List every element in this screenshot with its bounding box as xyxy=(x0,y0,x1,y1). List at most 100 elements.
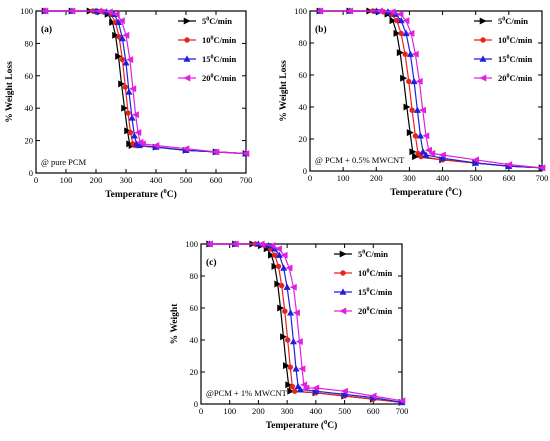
legend-entry: 100C/min xyxy=(178,35,236,45)
chart-panel-1: 0 100 200 300 400 500 600 700 0 20 40 60 80 100 (a) @ p… xyxy=(5,6,252,200)
plot-frame xyxy=(309,10,543,172)
series-marker xyxy=(274,280,282,288)
series-marker xyxy=(505,161,513,169)
series-marker xyxy=(129,85,137,93)
x-tick-label: 500 xyxy=(338,406,351,416)
series-marker xyxy=(419,148,427,155)
series-marker xyxy=(479,17,487,25)
series-marker xyxy=(285,337,291,343)
series-marker xyxy=(285,264,293,272)
series-marker xyxy=(287,387,295,395)
series-marker xyxy=(339,250,347,258)
plot-frame xyxy=(35,10,247,174)
legend-entry: 150C/min xyxy=(474,54,532,64)
series-20 xyxy=(205,240,406,405)
series-marker xyxy=(275,251,283,258)
series-marker xyxy=(292,365,300,372)
x-tick-label: 0 xyxy=(34,175,38,185)
series-marker xyxy=(268,251,276,259)
series-20 xyxy=(41,7,250,158)
series-marker xyxy=(268,242,276,250)
legend-label: 150C/min xyxy=(358,287,392,297)
legend-label: 50C/min xyxy=(358,249,388,259)
x-tick-label: 700 xyxy=(240,175,253,185)
series-marker xyxy=(119,56,126,63)
series-marker xyxy=(274,245,282,253)
y-tick-label: 60 xyxy=(190,303,199,313)
x-tick-label: 300 xyxy=(403,173,416,183)
x-axis-label: Temperature (0C) xyxy=(390,186,462,198)
series-marker xyxy=(302,384,310,392)
y-tick-label: 20 xyxy=(190,367,199,377)
x-tick-label: 200 xyxy=(90,175,103,185)
series-marker xyxy=(394,17,400,24)
y-tick-label: 40 xyxy=(190,335,199,345)
series-marker xyxy=(109,18,117,26)
series-marker xyxy=(339,307,347,315)
x-tick-label: 500 xyxy=(469,173,482,183)
series-marker xyxy=(339,288,347,295)
panel-label: (a) xyxy=(41,24,52,35)
panel-label: (b) xyxy=(315,24,327,35)
series-marker xyxy=(183,55,191,62)
series-marker xyxy=(400,74,408,82)
x-tick-label: 200 xyxy=(370,173,383,183)
legend-entry: 200C/min xyxy=(178,73,236,83)
series-marker xyxy=(438,151,446,159)
y-tick-label: 100 xyxy=(20,6,33,16)
series-marker xyxy=(124,127,132,135)
legend-entry: 100C/min xyxy=(474,35,532,45)
x-tick-label: 400 xyxy=(309,406,322,416)
series-marker xyxy=(112,10,120,18)
series-5 xyxy=(316,7,546,172)
series-marker xyxy=(289,383,296,390)
series-marker xyxy=(422,151,430,158)
y-tick-label: 0 xyxy=(29,168,33,178)
y-axis-label: % Weight Loss xyxy=(279,60,289,122)
series-marker xyxy=(406,50,414,57)
x-tick-label: 300 xyxy=(281,406,294,416)
series-marker xyxy=(242,150,250,158)
legend-label: 50C/min xyxy=(498,16,528,26)
series-marker xyxy=(398,397,406,405)
series-marker xyxy=(316,7,324,15)
y-tick-label: 60 xyxy=(299,70,308,80)
series-marker xyxy=(403,103,411,111)
series-marker xyxy=(407,29,415,37)
series-marker xyxy=(280,264,288,271)
series-marker xyxy=(280,333,288,341)
series-marker xyxy=(396,49,404,57)
series-10 xyxy=(317,8,545,171)
series-marker xyxy=(412,133,419,139)
series-marker xyxy=(428,149,436,157)
series-15 xyxy=(206,240,406,406)
legend-entry: 50C/min xyxy=(474,16,528,26)
series-20 xyxy=(316,7,546,172)
series-marker xyxy=(95,7,103,15)
series-marker xyxy=(406,129,414,137)
legend-label: 100C/min xyxy=(498,35,532,45)
series-marker xyxy=(285,381,293,389)
legend-label: 150C/min xyxy=(498,54,532,64)
x-tick-label: 500 xyxy=(180,175,193,185)
x-tick-label: 100 xyxy=(223,406,236,416)
annotation: @PCM + 1% MWCNT xyxy=(206,388,288,398)
y-tick-label: 0 xyxy=(303,166,307,176)
annotation: @ PCM + 0.5% MWCNT xyxy=(315,155,405,165)
series-marker xyxy=(282,362,290,370)
x-tick-label: 400 xyxy=(436,173,449,183)
legend-label: 200C/min xyxy=(498,73,532,83)
series-marker xyxy=(257,240,265,248)
annotation: @ pure PCM xyxy=(41,157,87,167)
legend-entry: 150C/min xyxy=(178,54,236,64)
x-tick-label: 600 xyxy=(367,406,380,416)
legend-entry: 100C/min xyxy=(334,268,392,278)
series-marker xyxy=(402,29,410,37)
series-marker xyxy=(127,129,134,136)
panel-label: (c) xyxy=(206,257,217,268)
legend-entry: 200C/min xyxy=(334,306,392,316)
series-marker xyxy=(538,164,546,172)
series-marker xyxy=(312,387,320,394)
series-marker xyxy=(340,387,348,395)
series-marker xyxy=(112,31,120,39)
